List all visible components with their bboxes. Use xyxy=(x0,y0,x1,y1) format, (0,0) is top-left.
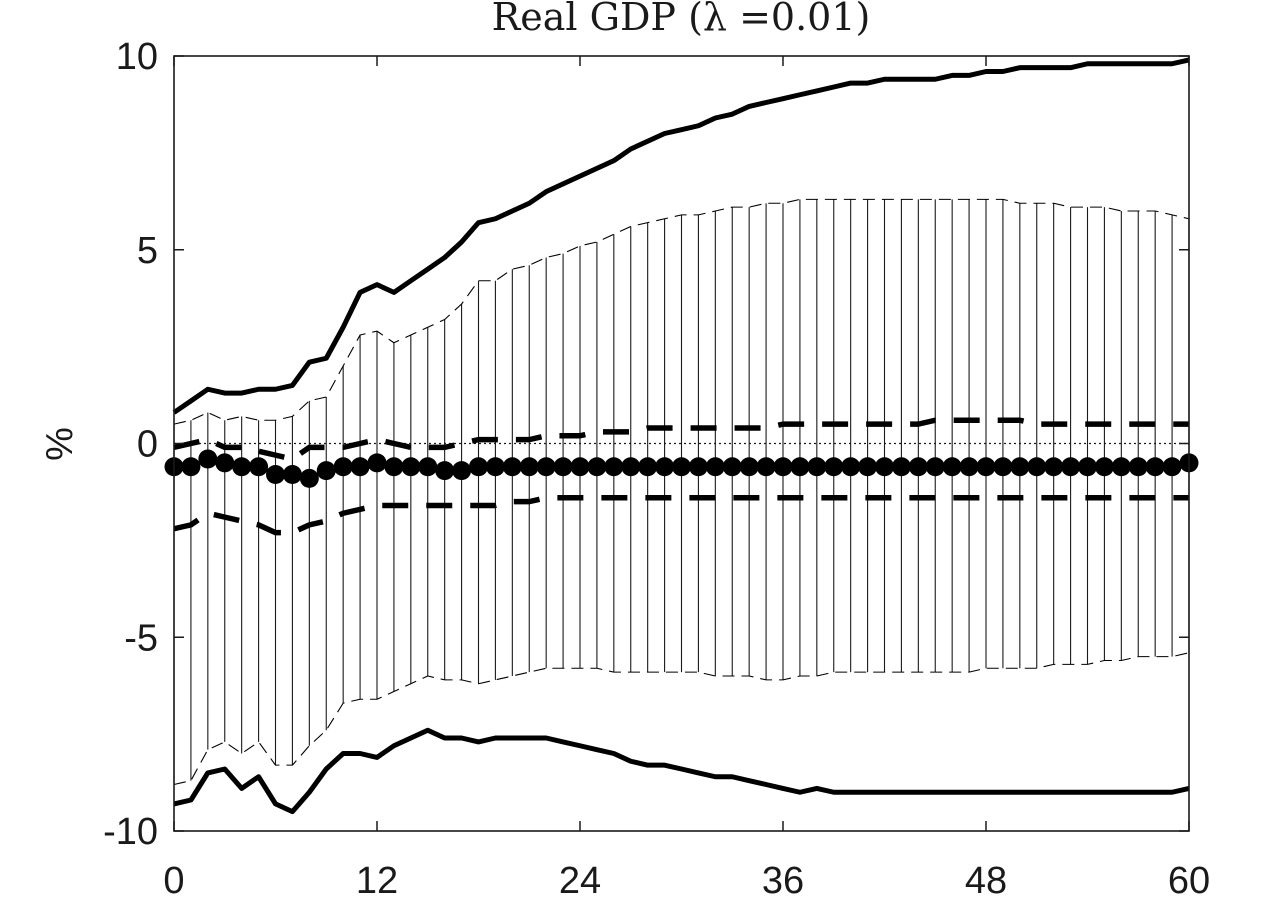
estimate-marker-14 xyxy=(401,457,421,477)
estimate-marker-58 xyxy=(1145,457,1165,477)
estimate-marker-12 xyxy=(367,453,387,473)
band-interval-bars xyxy=(173,199,1190,785)
y-tick-label-0: 0 xyxy=(137,424,158,466)
estimate-marker-21 xyxy=(519,457,539,477)
estimate-marker-40 xyxy=(841,457,861,477)
estimate-marker-3 xyxy=(215,453,235,473)
x-tick-label-48: 48 xyxy=(965,860,1007,902)
estimate-marker-17 xyxy=(452,461,472,481)
estimate-marker-38 xyxy=(807,457,827,477)
estimate-marker-50 xyxy=(1010,457,1030,477)
estimate-marker-26 xyxy=(604,457,624,477)
estimate-marker-24 xyxy=(570,457,590,477)
estimate-marker-52 xyxy=(1044,457,1064,477)
estimate-marker-13 xyxy=(384,457,404,477)
series-line-inner-lower xyxy=(173,495,1189,536)
estimate-marker-57 xyxy=(1128,457,1148,477)
estimate-marker-54 xyxy=(1078,457,1097,477)
estimate-marker-20 xyxy=(502,457,522,477)
estimate-marker-28 xyxy=(638,457,658,477)
estimate-marker-51 xyxy=(1027,457,1047,477)
estimate-marker-53 xyxy=(1061,457,1081,477)
estimate-marker-35 xyxy=(756,457,776,477)
estimate-marker-43 xyxy=(891,457,911,477)
estimate-marker-30 xyxy=(672,457,691,477)
estimate-marker-55 xyxy=(1094,457,1114,477)
estimate-marker-7 xyxy=(282,465,302,484)
estimate-marker-47 xyxy=(959,457,979,477)
x-tick-label-60: 60 xyxy=(1168,860,1210,902)
estimate-marker-27 xyxy=(621,457,641,477)
estimate-marker-33 xyxy=(722,457,742,477)
estimate-marker-16 xyxy=(435,461,455,481)
estimate-marker-37 xyxy=(790,457,810,477)
estimate-marker-31 xyxy=(688,457,708,477)
y-tick-label--10: -10 xyxy=(103,811,158,853)
series-line-inner-upper xyxy=(173,417,1189,462)
estimate-marker-1 xyxy=(181,457,201,477)
chart-title: Real GDP (λ =0.01) xyxy=(492,0,871,39)
series-line-outer-lower xyxy=(173,727,1190,815)
estimate-marker-4 xyxy=(232,457,252,477)
x-tick-label-12: 12 xyxy=(356,860,398,902)
estimate-marker-9 xyxy=(316,461,336,481)
estimate-marker-42 xyxy=(875,457,894,477)
estimate-marker-36 xyxy=(773,457,793,477)
estimate-marker-10 xyxy=(333,457,353,477)
y-tick-label-10: 10 xyxy=(116,36,158,78)
estimate-marker-6 xyxy=(266,465,285,484)
estimate-marker-22 xyxy=(536,457,556,477)
estimate-marker-32 xyxy=(705,457,725,477)
series-line-band-lower xyxy=(173,652,1190,786)
estimate-marker-39 xyxy=(824,457,844,477)
estimate-marker-44 xyxy=(908,457,928,477)
x-tick-label-0: 0 xyxy=(163,860,184,902)
estimate-marker-41 xyxy=(858,457,878,477)
y-tick-label-5: 5 xyxy=(137,230,158,272)
estimate-marker-48 xyxy=(976,457,996,477)
y-tick-label--5: -5 xyxy=(124,617,158,659)
y-axis-label: % xyxy=(39,427,81,461)
estimate-marker-23 xyxy=(553,457,573,477)
x-axis-ticks: 0 12 24 36 48 60 xyxy=(163,56,1210,902)
estimate-marker-46 xyxy=(942,457,962,477)
estimate-marker-56 xyxy=(1111,457,1131,477)
estimate-marker-49 xyxy=(993,457,1013,477)
x-tick-label-36: 36 xyxy=(762,860,804,902)
series-line-band-upper xyxy=(173,198,1190,425)
estimate-marker-8 xyxy=(299,468,319,488)
estimate-marker-5 xyxy=(249,457,269,477)
estimate-marker-34 xyxy=(739,457,759,477)
estimate-marker-25 xyxy=(587,457,607,477)
estimate-marker-18 xyxy=(469,457,488,477)
estimate-marker-59 xyxy=(1162,457,1182,477)
estimate-marker-45 xyxy=(925,457,945,477)
series-lines xyxy=(172,57,1190,815)
point-estimate-markers xyxy=(164,449,1199,488)
estimate-marker-19 xyxy=(485,457,505,477)
estimate-marker-15 xyxy=(418,457,438,477)
x-tick-label-24: 24 xyxy=(559,860,601,902)
y-axis-ticks: 10 5 0 -5 -10 xyxy=(103,36,1189,853)
estimate-marker-29 xyxy=(655,457,675,477)
estimate-marker-11 xyxy=(350,457,370,477)
series-line-outer-upper xyxy=(172,57,1190,415)
estimate-marker-2 xyxy=(198,449,218,469)
